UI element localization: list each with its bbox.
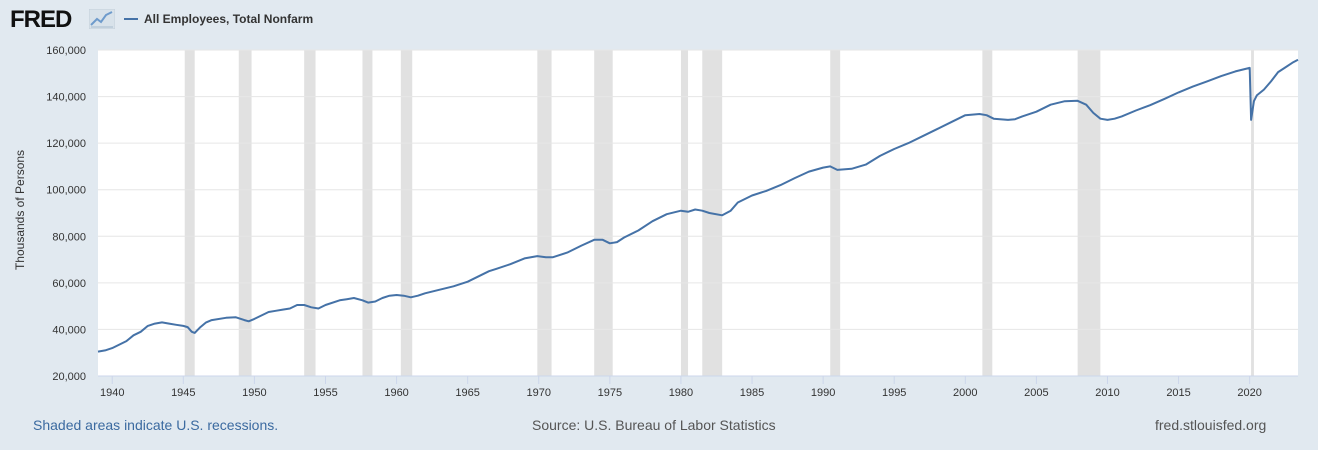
recession-band (400, 50, 413, 376)
x-tick-label: 1980 (669, 387, 693, 399)
legend-series-line-icon (124, 18, 138, 20)
recession-band (830, 50, 841, 376)
y-tick-label: 20,000 (52, 371, 86, 383)
y-tick-label: 120,000 (46, 138, 86, 150)
x-tick-label: 1950 (242, 387, 266, 399)
recession-band (304, 50, 316, 376)
recession-band (362, 50, 373, 376)
x-tick-label: 2015 (1166, 387, 1190, 399)
y-tick-label: 40,000 (52, 324, 86, 336)
legend[interactable]: All Employees, Total Nonfarm (124, 12, 313, 26)
chart-header: FRED All Employees, Total Nonfarm (0, 0, 1318, 40)
legend-label: All Employees, Total Nonfarm (144, 12, 314, 26)
x-tick-label: 2010 (1095, 387, 1119, 399)
recession-band (184, 50, 195, 376)
recession-band (238, 50, 252, 376)
x-tick-label: 1990 (811, 387, 835, 399)
site-url[interactable]: fred.stlouisfed.org (1155, 417, 1267, 433)
y-tick-label: 140,000 (46, 92, 86, 104)
recession-band (537, 50, 552, 376)
recessions-note-link[interactable]: Shaded areas indicate U.S. recessions. (33, 417, 279, 433)
y-tick-label: 80,000 (52, 231, 86, 243)
recession-band (1251, 50, 1254, 376)
x-tick-label: 1975 (598, 387, 622, 399)
y-tick-label: 60,000 (52, 278, 86, 290)
recession-band (982, 50, 993, 376)
recession-band (680, 50, 689, 376)
x-tick-label: 1960 (384, 387, 408, 399)
source-note: Source: U.S. Bureau of Labor Statistics (532, 417, 776, 433)
y-tick-label: 100,000 (46, 185, 86, 197)
x-tick-label: 2000 (953, 387, 977, 399)
recession-shading (184, 50, 1254, 376)
chart-area[interactable]: 1940 1945 1950 1955 1960 1965 1970 1975 1980 1985… (0, 40, 1318, 410)
x-tick-label: 1955 (313, 387, 337, 399)
x-tick-label: 1985 (740, 387, 764, 399)
x-tick-label: 2005 (1024, 387, 1048, 399)
x-tick-label: 1945 (171, 387, 195, 399)
y-axis-label: Thousands of Persons (13, 150, 27, 270)
series-line-all-employees[interactable] (97, 58, 1299, 353)
recession-band (594, 50, 613, 376)
plot-background (98, 50, 1298, 376)
x-tick-label: 1940 (100, 387, 124, 399)
x-tick-label: 1970 (527, 387, 551, 399)
x-tick-label: 1995 (882, 387, 906, 399)
x-tick-label: 1965 (455, 387, 479, 399)
x-tick-label: 2020 (1237, 387, 1261, 399)
x-axis: 1940 1945 1950 1955 1960 1965 1970 1975 1980 1985… (98, 375, 1298, 399)
y-tick-label: 160,000 (46, 45, 86, 57)
fred-logo-graph-icon (89, 9, 115, 29)
y-axis: 20,000 40,000 60,000 80,000 100,000 120,000 14… (46, 45, 86, 383)
fred-logo[interactable]: FRED (10, 6, 72, 33)
recession-band (1077, 50, 1101, 376)
